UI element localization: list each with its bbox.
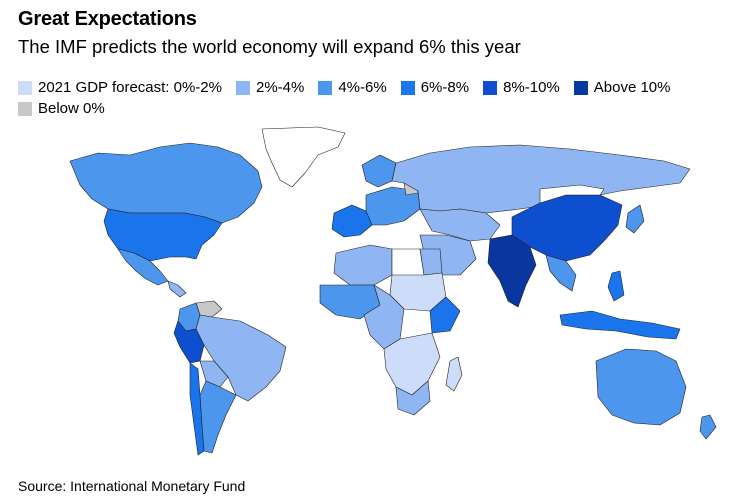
legend-item-6-8: 6%-8% [400, 79, 470, 96]
legend-label-below-0: Below 0% [38, 100, 105, 117]
legend-item-2-4: 2%-4% [235, 79, 305, 96]
legend-label-0-2: 2021 GDP forecast: 0%-2% [38, 79, 222, 96]
region-japan [625, 204, 645, 234]
legend-item-0-2: 2021 GDP forecast: 0%-2% [18, 79, 222, 96]
region-united-states [103, 208, 223, 262]
legend-label-2-4: 2%-4% [255, 79, 305, 96]
region-egypt [419, 248, 443, 276]
legend-label-6-8: 6%-8% [420, 79, 470, 96]
region-south-africa [395, 380, 431, 416]
region-europe-central [365, 186, 421, 226]
region-greenland [261, 126, 346, 188]
legend-item-8-10: 8%-10% [483, 79, 560, 96]
region-southeast-asia [545, 254, 577, 292]
legend: 2021 GDP forecast: 0%-2% 2%-4% 4%-6% 6%-… [18, 77, 738, 119]
region-mexico [117, 248, 169, 286]
legend-swatch-6-8 [400, 80, 415, 95]
legend-item-below-0: Below 0% [18, 100, 105, 117]
chart-subtitle: The IMF predicts the world economy will … [18, 36, 521, 57]
legend-item-4-6: 4%-6% [318, 79, 387, 96]
legend-label-8-10: 8%-10% [503, 79, 560, 96]
legend-swatch-0-2 [18, 80, 32, 95]
legend-swatch-below-0 [18, 101, 32, 116]
legend-label-above-10: Above 10% [593, 79, 671, 96]
region-europe-west [331, 204, 373, 238]
region-russia [391, 144, 691, 214]
legend-swatch-above-10 [573, 80, 588, 95]
region-new-zealand [699, 414, 717, 440]
legend-swatch-2-4 [235, 80, 250, 95]
world-map [69, 126, 717, 456]
region-algeria [333, 244, 393, 286]
region-kenya [429, 296, 461, 334]
region-mongolia [539, 184, 605, 204]
legend-label-4-6: 4%-6% [338, 79, 387, 96]
region-central-america [167, 280, 187, 298]
region-central-asia [419, 208, 501, 242]
region-indonesia [559, 310, 681, 340]
region-madagascar [445, 356, 463, 392]
legend-item-above-10: Above 10% [573, 79, 671, 96]
legend-swatch-4-6 [318, 80, 333, 95]
region-australia [595, 348, 687, 426]
region-scandinavia [361, 154, 397, 188]
legend-swatch-8-10 [483, 80, 498, 95]
region-philippines [607, 270, 625, 302]
source-note: Source: International Monetary Fund [18, 478, 246, 494]
region-bolivia [199, 360, 229, 388]
region-canada [69, 142, 263, 224]
region-argentina [199, 380, 237, 454]
chart-title: Great Expectations [18, 8, 197, 30]
